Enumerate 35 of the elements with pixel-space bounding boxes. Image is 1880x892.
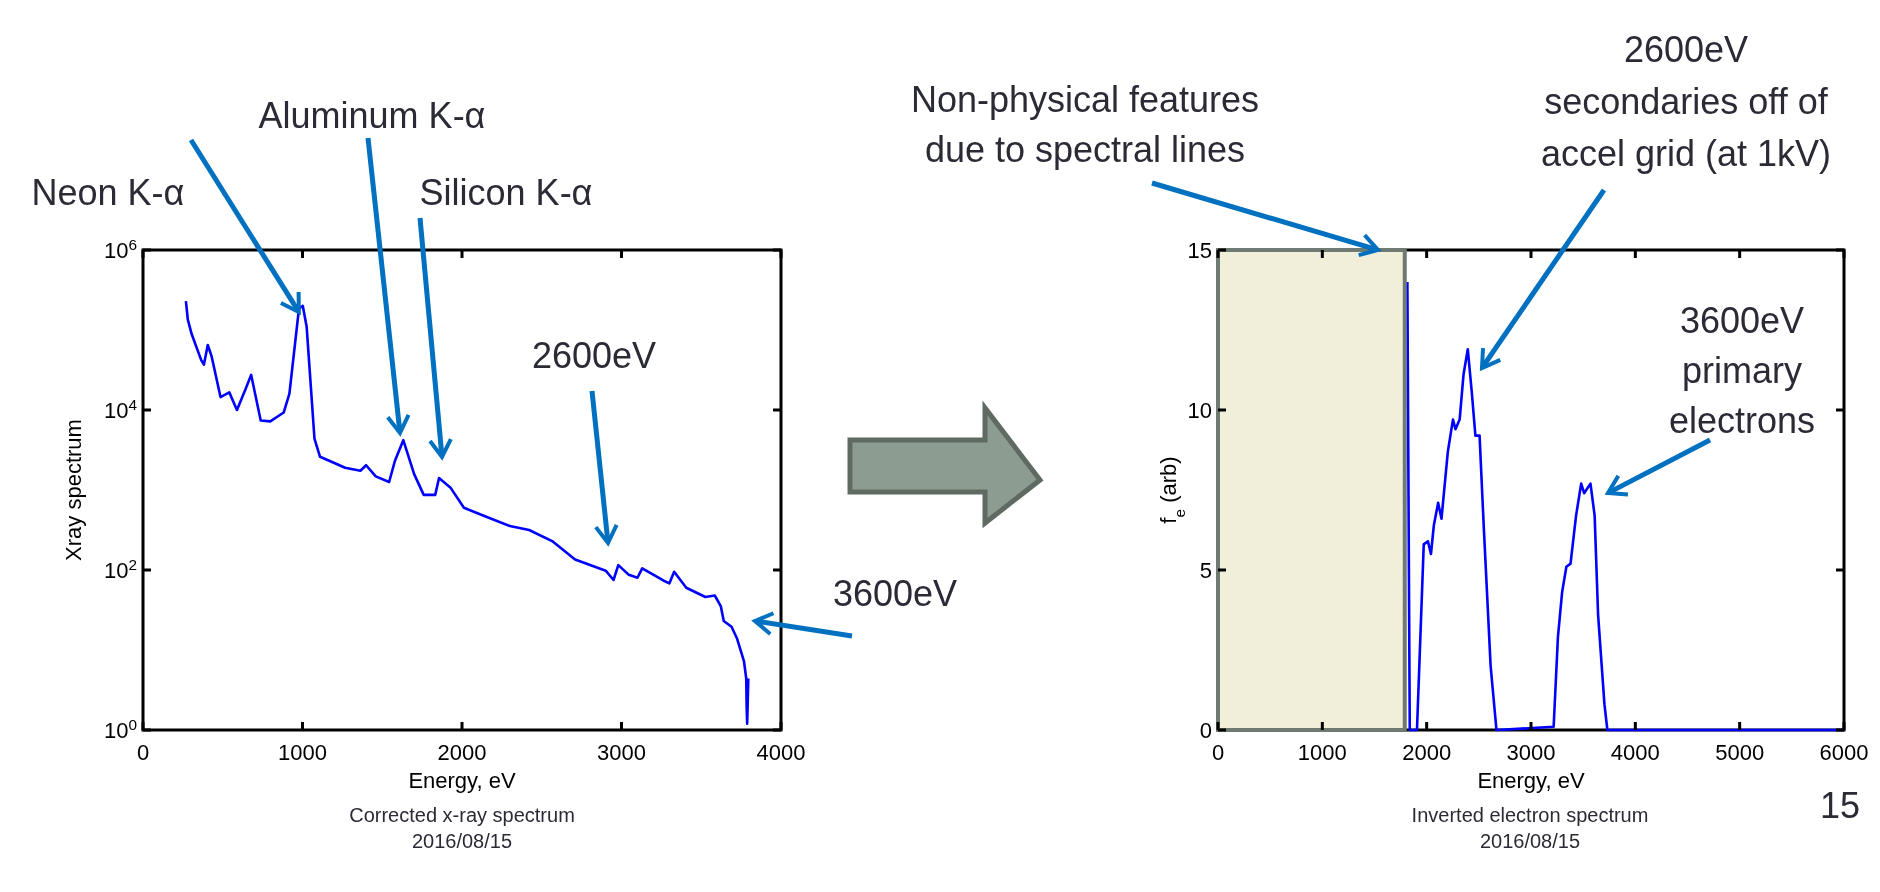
y-tick-label: 10$^{2}$ (103, 555, 137, 583)
y-tick-label: 0 (1199, 718, 1212, 743)
x-tick-label: 1000 (1297, 740, 1347, 765)
annotation: 2600eV (531, 335, 657, 376)
x-tick-label: 2000 (437, 740, 487, 765)
x-axis-title: Energy, eV (1477, 768, 1585, 793)
text: Aluminum K-α (258, 95, 486, 136)
x-tick-label: 5000 (1715, 740, 1765, 765)
x-tick-label: 1000 (278, 740, 327, 765)
x-axis-title: Energy, eV (408, 768, 516, 793)
text: 3600eV (832, 573, 958, 614)
x-tick-label: 3000 (1506, 740, 1556, 765)
text: 2016/08/15 (1479, 830, 1581, 852)
line-series (184, 299, 750, 725)
y-axis-title: Xray spectrum (61, 419, 86, 561)
x-tick-label: 3000 (597, 740, 646, 765)
text: Silicon K-α (419, 172, 593, 213)
y-tick-label: 5 (1199, 558, 1212, 583)
y-tick-label: 10 (1187, 398, 1212, 423)
text: Non-physical features due to spectral lines (910, 79, 1260, 170)
x-tick-label: 6000 (1819, 740, 1869, 765)
annotation: 3600eV primary electrons (1668, 300, 1816, 441)
text: 15 (1819, 785, 1860, 826)
text: 2016/08/15 (411, 830, 513, 852)
text: Corrected x-ray spectrum (349, 804, 575, 826)
text: Inverted electron spectrum (1411, 804, 1649, 826)
y-tick-label: 10$^{6}$ (103, 235, 137, 263)
x-tick-label: 2000 (1402, 740, 1452, 765)
text: 2600eV secondaries off of accel grid (at 1kV) (1540, 29, 1832, 174)
y-tick-label: 10$^{0}$ (103, 715, 137, 743)
x-tick-label: 4000 (756, 740, 806, 765)
y-tick-label: 15 (1187, 238, 1212, 263)
annotation: Neon K-α (31, 172, 185, 213)
y-tick-label: 10$^{4}$ (103, 395, 138, 423)
x-tick-label: 4000 (1610, 740, 1660, 765)
